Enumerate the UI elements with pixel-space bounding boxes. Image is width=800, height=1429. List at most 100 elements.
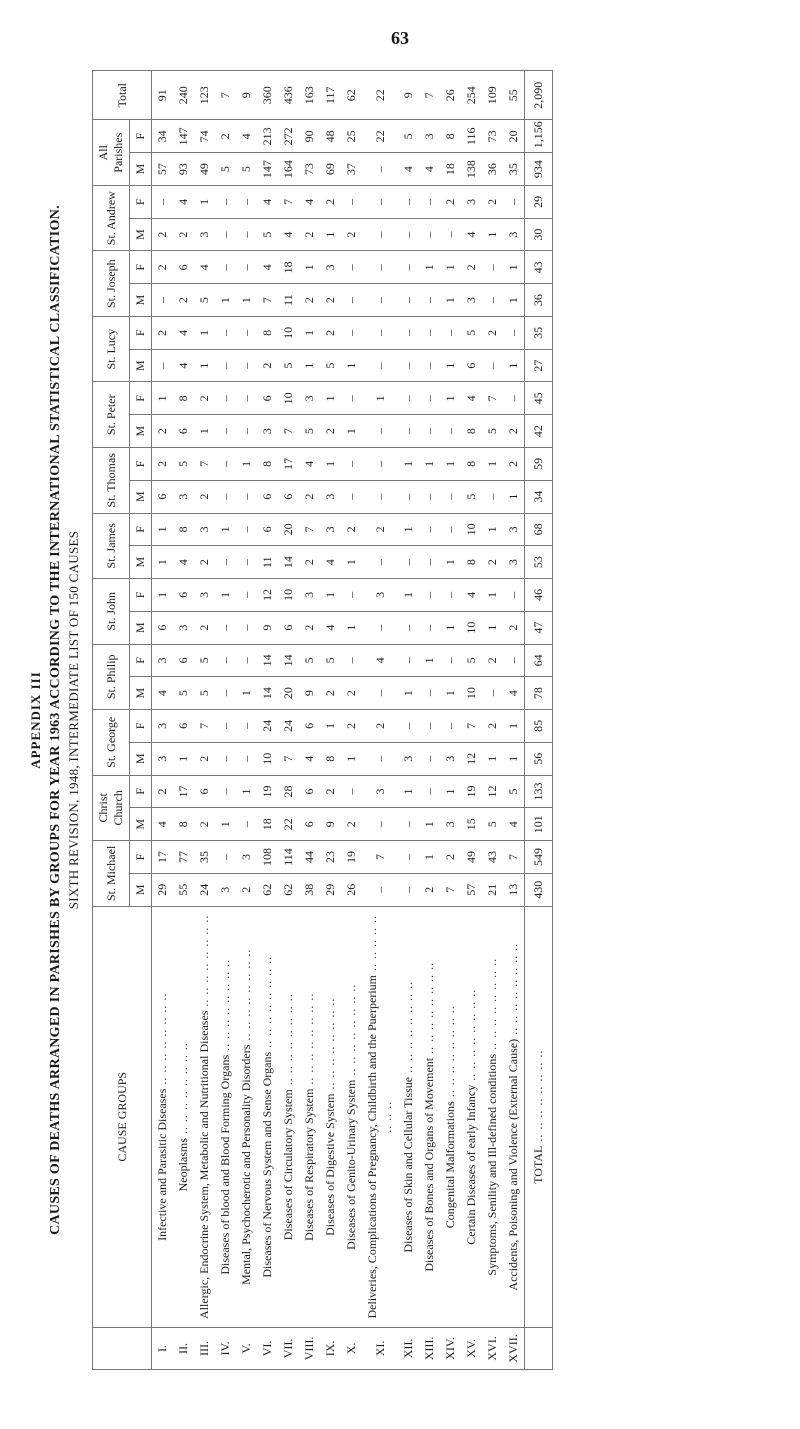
table-cell: 1 xyxy=(503,284,525,317)
table-cell: – xyxy=(236,611,257,644)
table-cell: 1 xyxy=(320,448,341,481)
table-cell: 164 xyxy=(278,153,299,186)
table-row: VI.Diseases of Nervous System and Sense … xyxy=(257,71,278,1370)
table-cell: 6 xyxy=(173,579,194,612)
table-cell: 5 xyxy=(173,677,194,710)
table-cell: 1 xyxy=(152,546,174,579)
page-number: 63 xyxy=(0,28,800,49)
table-cell: 3 xyxy=(503,546,525,579)
table-cell: 2 xyxy=(152,448,174,481)
table-cell: – xyxy=(362,742,398,775)
table-cell: 69 xyxy=(320,153,341,186)
table-cell: 1 xyxy=(482,513,503,546)
table-cell: 12 xyxy=(461,742,482,775)
table-cell: 6 xyxy=(299,808,320,841)
table-cell: 5 xyxy=(257,218,278,251)
col-m: M xyxy=(130,284,152,317)
table-cell: 14 xyxy=(257,677,278,710)
table-cell: 1 xyxy=(440,251,461,284)
table-cell: 3 xyxy=(440,808,461,841)
table-cell: – xyxy=(215,611,236,644)
table-cell: 7 xyxy=(278,415,299,448)
table-cell: 7 xyxy=(362,841,398,874)
table-cell: 25 xyxy=(341,120,362,153)
roman-numeral: IV. xyxy=(215,1327,236,1369)
table-cell: 1 xyxy=(362,382,398,415)
row-total: 7 xyxy=(419,71,440,120)
table-cell: 7 xyxy=(503,841,525,874)
table-cell: 1 xyxy=(482,742,503,775)
total-cell: 1,156 xyxy=(525,120,553,153)
table-cell: – xyxy=(341,448,362,481)
table-cell: 3 xyxy=(461,185,482,218)
table-cell: – xyxy=(419,677,440,710)
table-cell: 2 xyxy=(299,218,320,251)
col-f: F xyxy=(130,710,152,743)
table-cell: 11 xyxy=(257,546,278,579)
table-cell: – xyxy=(482,349,503,382)
table-cell: – xyxy=(215,644,236,677)
table-cell: – xyxy=(419,513,440,546)
table-cell: 38 xyxy=(299,873,320,906)
table-cell: – xyxy=(341,775,362,808)
table-cell: – xyxy=(503,644,525,677)
table-cell: 1 xyxy=(341,349,362,382)
table-cell: 17 xyxy=(173,775,194,808)
table-cell: – xyxy=(398,611,419,644)
table-cell: 1 xyxy=(236,677,257,710)
table-cell: – xyxy=(419,349,440,382)
table-cell: 8 xyxy=(461,415,482,448)
col-f: F xyxy=(130,185,152,218)
table-cell: 1 xyxy=(236,775,257,808)
row-total: 9 xyxy=(236,71,257,120)
table-cell: 2 xyxy=(503,611,525,644)
table-cell: – xyxy=(236,382,257,415)
table-cell: 2 xyxy=(152,415,174,448)
table-cell: 1 xyxy=(320,382,341,415)
row-total: 123 xyxy=(194,71,215,120)
table-cell: 2 xyxy=(320,185,341,218)
table-cell: – xyxy=(236,579,257,612)
table-cell: 4 xyxy=(236,120,257,153)
table-cell: – xyxy=(215,775,236,808)
table-cell: – xyxy=(236,742,257,775)
total-blank xyxy=(525,1327,553,1369)
table-cell: – xyxy=(398,873,419,906)
table-cell: 8 xyxy=(461,546,482,579)
table-cell: – xyxy=(419,710,440,743)
table-cell: – xyxy=(362,546,398,579)
row-total: 117 xyxy=(320,71,341,120)
table-cell: 2 xyxy=(341,677,362,710)
table-cell: 1 xyxy=(440,382,461,415)
table-cell: – xyxy=(482,480,503,513)
roman-numeral: VI. xyxy=(257,1327,278,1369)
table-cell: 1 xyxy=(440,349,461,382)
table-cell: 5 xyxy=(503,775,525,808)
total-cell: 46 xyxy=(525,579,553,612)
table-cell: – xyxy=(398,218,419,251)
table-cell: – xyxy=(215,218,236,251)
roman-numeral: V. xyxy=(236,1327,257,1369)
roman-numeral: II. xyxy=(173,1327,194,1369)
table-cell: 10 xyxy=(461,513,482,546)
col-m: M xyxy=(130,218,152,251)
table-cell: 1 xyxy=(341,546,362,579)
cause-label: Diseases of Skin and Cellular Tissue xyxy=(398,906,419,1327)
total-cell: 68 xyxy=(525,513,553,546)
table-cell: 1 xyxy=(398,513,419,546)
table-cell: 4 xyxy=(173,185,194,218)
table-cell: – xyxy=(398,480,419,513)
parish-head: St. Andrew xyxy=(93,185,130,251)
table-cell: 10 xyxy=(461,611,482,644)
table-cell: 1 xyxy=(440,284,461,317)
total-cell: 56 xyxy=(525,742,553,775)
table-cell: – xyxy=(341,480,362,513)
table-row: XV.Certain Diseases of early Infancy5749… xyxy=(461,71,482,1370)
table-cell: 2 xyxy=(503,448,525,481)
table-cell: 2 xyxy=(503,415,525,448)
table-cell: 5 xyxy=(299,415,320,448)
table-cell: 8 xyxy=(320,742,341,775)
table-row: I.Infective and Parasitic Diseases291742… xyxy=(152,71,174,1370)
table-cell: 1 xyxy=(215,284,236,317)
table-cell: 1 xyxy=(503,251,525,284)
